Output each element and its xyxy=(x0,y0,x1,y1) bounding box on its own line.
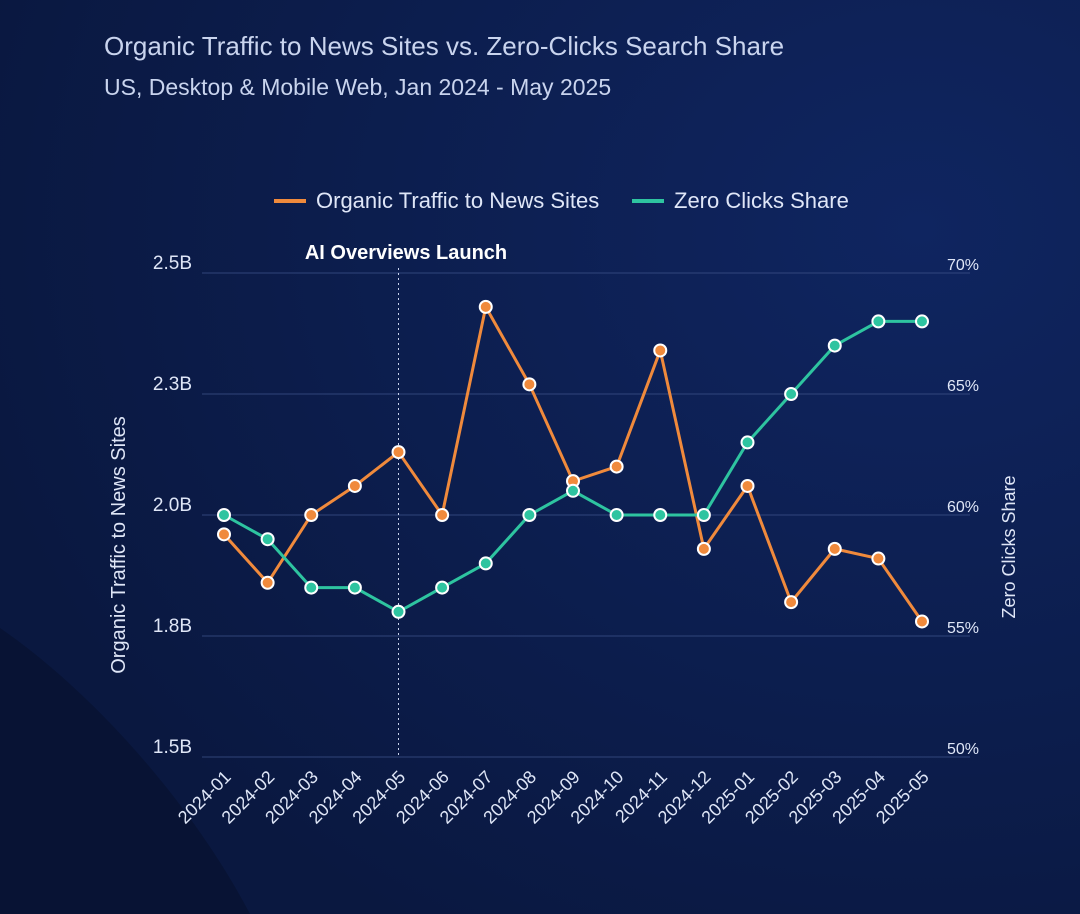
data-point xyxy=(609,508,624,522)
legend: Organic Traffic to News Sites Zero Clicks… xyxy=(274,188,849,213)
data-point xyxy=(740,478,755,493)
data-point xyxy=(478,299,493,314)
y-tick-label: 2.0B xyxy=(153,495,192,516)
data-point xyxy=(784,595,799,610)
data-point xyxy=(871,551,886,566)
series xyxy=(217,299,929,629)
annotation-label: AI Overviews Launch xyxy=(305,242,507,264)
data-point xyxy=(217,508,231,522)
data-point xyxy=(609,459,624,474)
data-point xyxy=(435,580,450,595)
data-point xyxy=(260,532,275,547)
legend-label: Organic Traffic to News Sites xyxy=(316,188,599,213)
data-point xyxy=(827,541,842,556)
data-point xyxy=(784,387,799,401)
y-tick-label: 1.5B xyxy=(153,737,192,758)
data-point xyxy=(696,508,711,522)
legend-label: Zero Clicks Share xyxy=(674,188,849,213)
data-point xyxy=(871,314,886,329)
data-point xyxy=(522,508,537,522)
gridlines xyxy=(202,272,970,758)
y-tick-label: 1.8B xyxy=(153,616,192,637)
data-point xyxy=(347,478,362,493)
data-point xyxy=(304,580,319,595)
y2-tick-label: 50% xyxy=(947,741,979,758)
data-point xyxy=(304,508,319,522)
data-point xyxy=(915,314,929,329)
y-axis-title: Organic Traffic to News Sites xyxy=(108,416,130,674)
data-point xyxy=(260,575,275,590)
data-point xyxy=(391,604,406,619)
y2-tick-label: 65% xyxy=(947,378,979,395)
y-tick-label: 2.3B xyxy=(153,374,192,395)
data-point xyxy=(653,343,668,358)
data-point xyxy=(217,527,231,542)
data-point xyxy=(827,338,842,353)
data-point xyxy=(391,445,406,460)
data-point xyxy=(435,508,450,522)
chart-title: Organic Traffic to News Sites vs. Zero-C… xyxy=(104,31,785,61)
chart-subtitle: US, Desktop & Mobile Web, Jan 2024 - May… xyxy=(104,74,612,100)
y-tick-label: 2.5B xyxy=(153,253,192,274)
series-line xyxy=(222,305,924,623)
annotation: AI Overviews Launch xyxy=(305,242,507,757)
data-point xyxy=(478,556,493,571)
y2-tick-label: 60% xyxy=(947,499,979,516)
data-point xyxy=(347,580,362,595)
data-point xyxy=(566,483,580,498)
y2-tick-label: 70% xyxy=(947,257,979,274)
y2-tick-label: 55% xyxy=(947,620,979,637)
y2-axis-title: Zero Clicks Share xyxy=(999,475,1019,618)
axes: 1.5B 50% 1.8B 55% 2.0B 60% 2.3B 65% 2.5B 70% Organ… xyxy=(108,253,1019,828)
data-point xyxy=(696,541,711,556)
data-point xyxy=(915,614,929,629)
data-point xyxy=(740,435,755,450)
data-point xyxy=(653,508,668,522)
data-point xyxy=(522,377,537,392)
